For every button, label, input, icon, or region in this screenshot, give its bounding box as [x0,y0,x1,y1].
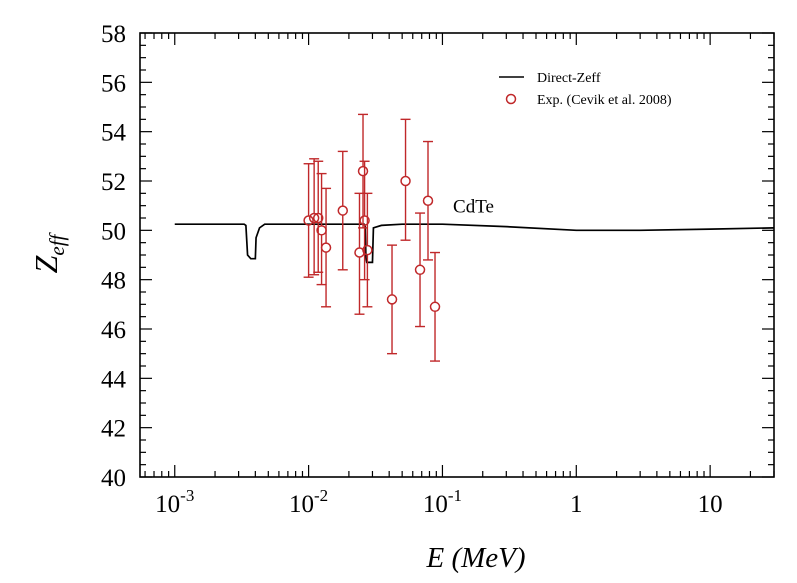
y-tick-label: 52 [101,169,126,196]
exp-point [422,140,434,261]
x-axis-title: E (MeV) [425,542,525,574]
x-tick-label: 10 [698,491,723,518]
exp-marker [303,215,314,226]
x-tick-label: 1 [570,491,583,518]
exp-marker [422,195,434,206]
cdte-annotation: CdTe [453,197,494,218]
plot-frame [139,32,775,478]
exp-point [429,251,441,362]
exp-point [400,118,411,241]
exp-point [359,160,370,281]
exp-marker [357,165,369,177]
exp-marker [400,175,411,187]
exp-point [362,192,373,308]
y-axis-title-sub: eff [45,231,69,255]
exp-marker [308,212,320,224]
y-tick-label: 56 [101,70,126,97]
legend-marker-exp [505,93,517,105]
x-tick-label: 10-3 [155,486,194,518]
exp-point [357,113,369,229]
exp-marker [312,212,324,224]
exp-point [320,187,332,308]
legend-label-exp: Exp. (Cevik et al. 2008) [537,93,672,108]
exp-marker [362,244,373,256]
exp-marker [429,301,441,313]
x-tick-label: 10-1 [423,486,462,518]
y-tick-label: 50 [101,218,126,245]
exp-point [386,244,398,355]
exp-point [337,150,349,271]
exp-marker [386,294,398,305]
exp-marker [337,205,349,216]
exp-marker [359,215,370,226]
y-tick-label: 42 [101,416,126,443]
y-tick-label: 40 [101,465,126,492]
exp-point [312,160,324,273]
exp-marker [320,242,332,253]
exp-point [308,158,320,276]
y-axis-title: Zeff [28,231,69,273]
y-tick-label: 48 [101,268,126,295]
x-tick-label: 10-2 [289,486,328,518]
y-tick-label: 58 [101,21,126,48]
direct-zeff-line [174,223,775,264]
y-axis-title-main: Z [28,254,64,273]
exp-point [303,163,314,278]
legend: Direct-Zeff Exp. (Cevik et al. 2008) [499,71,672,108]
exp-marker [414,264,426,276]
legend-label-direct-zeff: Direct-Zeff [537,71,601,86]
y-tick-label: 44 [101,366,127,393]
y-tick-label: 54 [101,120,127,147]
y-tick-label: 46 [101,317,126,344]
exp-point [414,212,426,328]
